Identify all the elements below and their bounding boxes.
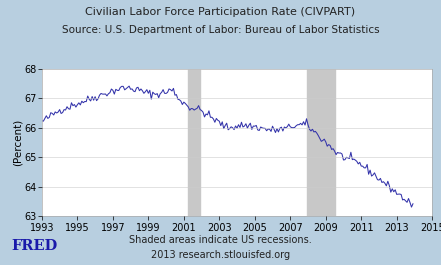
Bar [188, 69, 200, 216]
Bar [306, 69, 335, 216]
Text: Source: U.S. Department of Labor: Bureau of Labor Statistics: Source: U.S. Department of Labor: Bureau… [62, 25, 379, 35]
Text: Shaded areas indicate US recessions.: Shaded areas indicate US recessions. [129, 235, 312, 245]
Y-axis label: (Percent): (Percent) [13, 119, 22, 166]
Text: Civilian Labor Force Participation Rate (CIVPART): Civilian Labor Force Participation Rate … [86, 7, 355, 17]
Text: FRED: FRED [11, 240, 57, 253]
Text: 2013 research.stlouisfed.org: 2013 research.stlouisfed.org [151, 250, 290, 260]
